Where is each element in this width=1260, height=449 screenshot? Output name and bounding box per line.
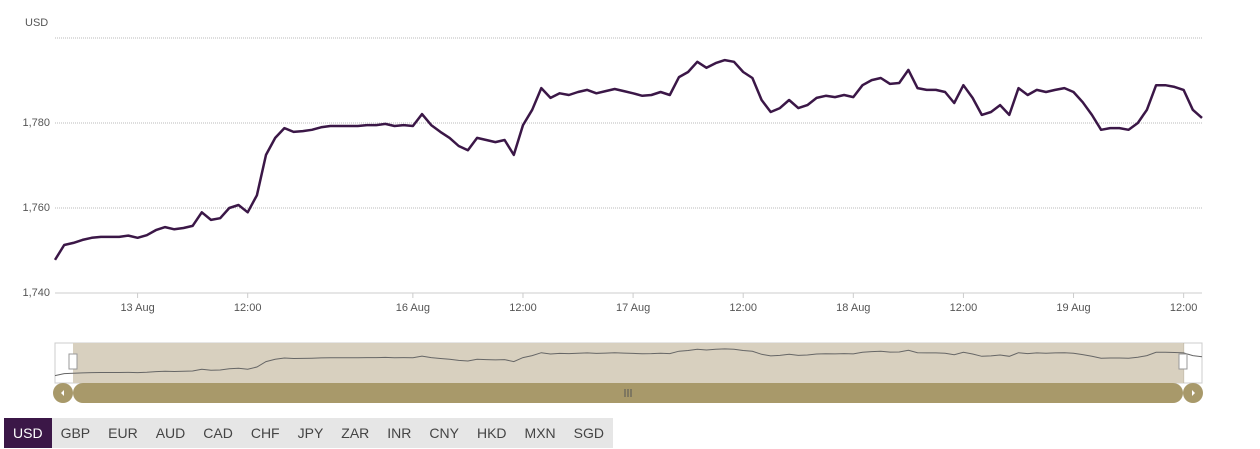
y-axis-unit: USD: [25, 17, 48, 29]
currency-button[interactable]: EUR: [108, 425, 138, 441]
currency-button[interactable]: GBP: [60, 425, 91, 441]
x-tick-label: 13 Aug: [120, 302, 154, 314]
currency-button[interactable]: MXN: [524, 425, 556, 441]
x-tick-label: 12:00: [950, 302, 978, 314]
arrow-left: [61, 390, 64, 396]
navigator-mask[interactable]: [73, 343, 1183, 383]
x-tick-label: 18 Aug: [836, 302, 870, 314]
navigator-line: [54, 348, 1203, 377]
x-tick-label: 12:00: [234, 302, 262, 314]
x-tick-label: 12:00: [729, 302, 757, 314]
x-tick-label: 12:00: [509, 302, 537, 314]
currency-button[interactable]: CAD: [203, 425, 233, 441]
price-line: [53, 58, 1203, 261]
x-tick-label: 12:00: [1170, 302, 1198, 314]
currency-button[interactable]: USD: [4, 418, 52, 448]
arrow-right: [1192, 390, 1195, 396]
x-tick-label: 17 Aug: [616, 302, 650, 314]
currency-button[interactable]: CNY: [429, 425, 459, 441]
chart: USD 1,740 1,760 1,780 13 Aug 12:00 16 Aug 12:0…: [22, 17, 1203, 403]
nav-handle-left[interactable]: [68, 353, 78, 370]
currency-button[interactable]: AUD: [155, 425, 186, 441]
scrollbar-grip: [624, 389, 632, 397]
currency-button[interactable]: CHF: [250, 425, 280, 441]
x-tick-label: 19 Aug: [1056, 302, 1090, 314]
y-tick-label: 1,740: [22, 287, 50, 299]
currency-button[interactable]: ZAR: [341, 425, 370, 441]
y-tick-label: 1,780: [22, 117, 50, 129]
y-tick-label: 1,760: [22, 202, 50, 214]
x-tick-label: 16 Aug: [396, 302, 430, 314]
currency-button[interactable]: SGD: [573, 425, 605, 441]
currency-bar: USD GBP EUR AUD CAD CHF JPY ZAR INR CNY HKD MXN SGD: [4, 418, 614, 448]
nav-handle-right[interactable]: [1178, 353, 1188, 370]
currency-button[interactable]: INR: [387, 425, 412, 441]
currency-button[interactable]: HKD: [476, 425, 507, 441]
currency-button[interactable]: JPY: [297, 425, 324, 441]
